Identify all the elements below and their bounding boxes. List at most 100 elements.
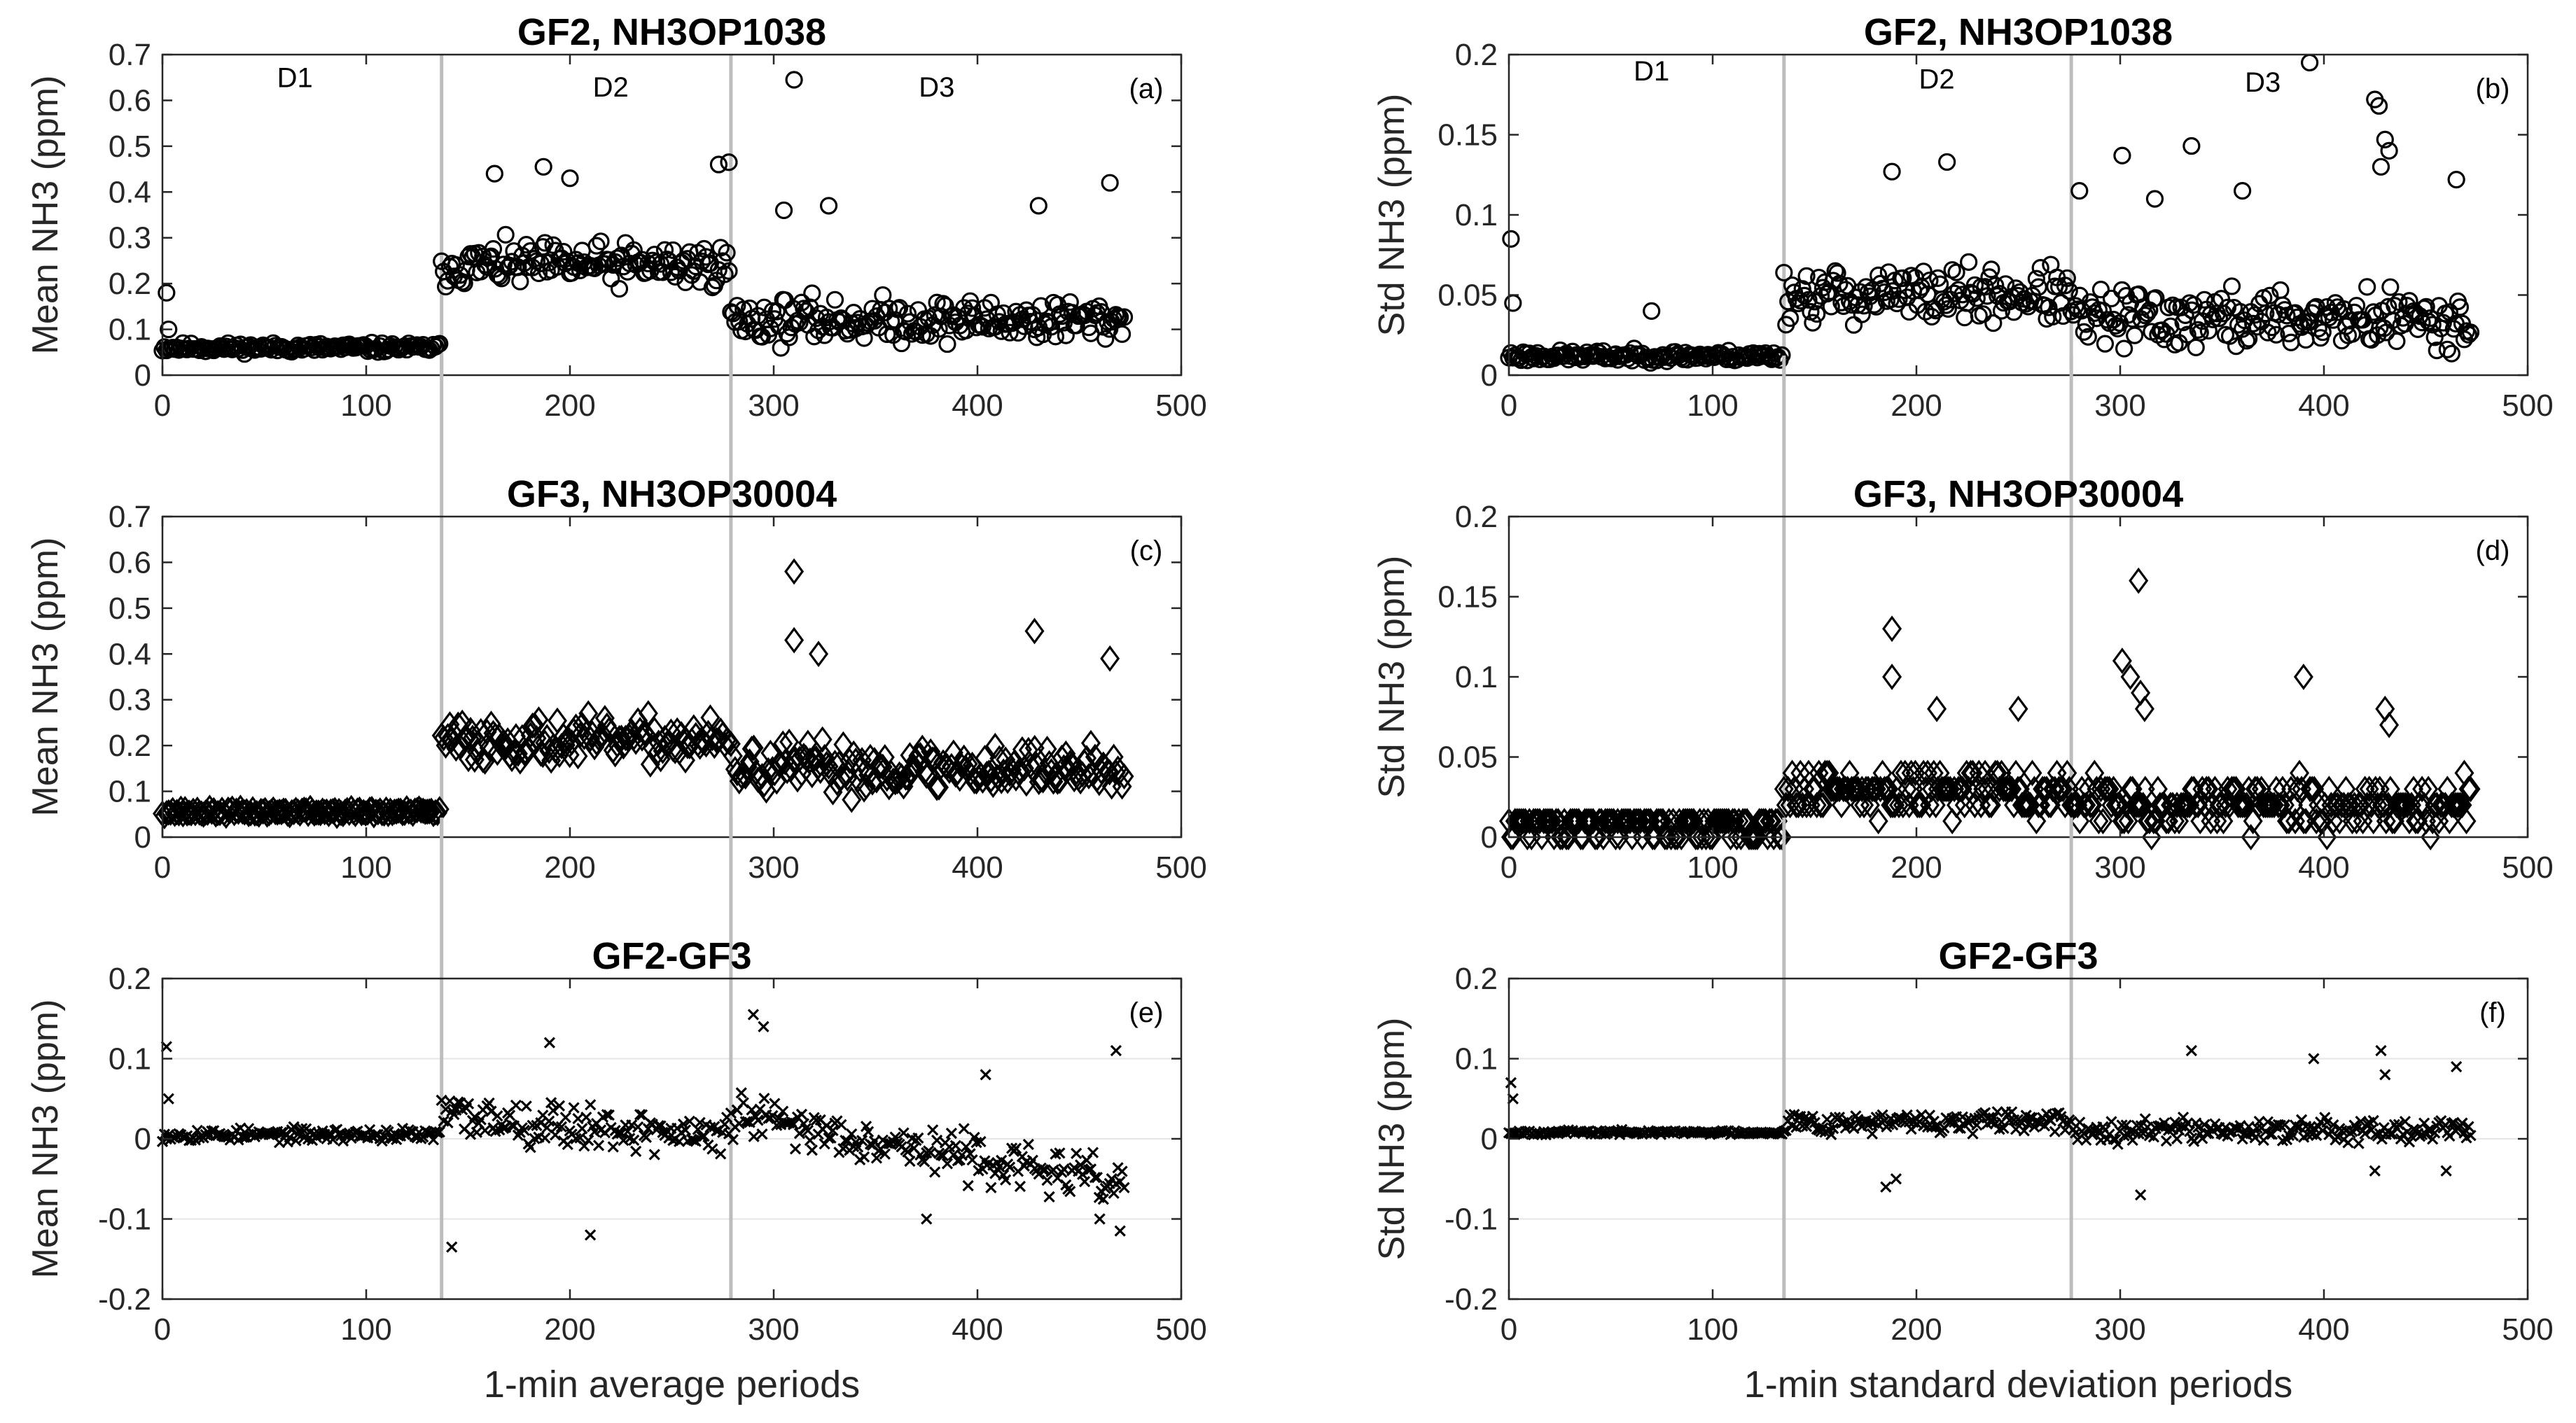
panel-b-label: (b) (2476, 73, 2510, 104)
panel-a-ytick-label: 0.7 (109, 38, 151, 72)
panel-f-data-point (1825, 1128, 1837, 1141)
panel-e-data-point (580, 1112, 592, 1123)
panel-e-data-point (634, 1109, 646, 1121)
panel-c-title: GF3, NH3OP30004 (507, 473, 837, 515)
panel-f-data-point (1809, 1116, 1820, 1128)
panel-f-ytick-label: 0.1 (1455, 1042, 1498, 1077)
panel-d-data-point (2306, 808, 2327, 834)
panel-c-data-point (522, 712, 543, 739)
panel-a-xtick-label: 400 (952, 388, 1003, 423)
panel-b-data-point (1914, 262, 1933, 281)
panel-d-data-point (2057, 759, 2077, 787)
panel-e-data-point (756, 1128, 768, 1140)
panel-c-data-point (1114, 763, 1134, 790)
panel-f-data-point (2112, 1138, 2124, 1150)
panel-d-data-point (2014, 792, 2034, 819)
panel-e-ytick-label: 0.2 (109, 962, 151, 996)
panel-e-data-point (949, 1140, 961, 1151)
panel-d-data-point (2211, 792, 2232, 819)
panel-d-data-point (2026, 808, 2047, 834)
panel-b-data-point (2259, 323, 2277, 342)
panel-d-data-point (1912, 792, 1932, 819)
panel-a-data-point (1029, 197, 1047, 215)
panel-b-data-point (2027, 269, 2045, 288)
panel-b-data-point (1502, 230, 1520, 248)
panel-b-data-point (1797, 267, 1816, 286)
panel-b-data-point (1775, 263, 1793, 282)
panel-b-data-point (1982, 260, 2000, 279)
panel-c-data-point (419, 798, 440, 825)
panel-f-data-point (2134, 1189, 2147, 1201)
panel-d-data-point (2173, 792, 2194, 819)
panel-c-data-point (806, 745, 826, 772)
panel-b-data-point (1958, 294, 1976, 312)
panel-a-data-point (555, 243, 573, 261)
panel-b-data-point (1853, 305, 1871, 323)
panel-a: 0 100 200 300 400 500 00.10.20.30.40.50.60.7 … (25, 11, 1207, 423)
panel-f-data-point (2429, 1127, 2441, 1139)
panel-b-data-point (2136, 307, 2154, 325)
panel-d-data-point (2412, 776, 2432, 803)
panel-d-data-point (2344, 792, 2365, 819)
panel-f-xticks: 0 100 200 300 400 500 (1501, 979, 2554, 1347)
panel-e-data-point (622, 1126, 634, 1137)
panel-c-xtick-label: 400 (952, 850, 1003, 885)
panel-e-data-point (802, 1125, 814, 1137)
panel-a-axes-box (161, 53, 1183, 377)
panel-f-data-point (2359, 1128, 2371, 1140)
panel-d-data-point (2460, 776, 2481, 803)
panel-d-data-point (2283, 792, 2304, 819)
panel-f-data-point (2375, 1044, 2387, 1057)
panel-d-data-point (2294, 808, 2314, 834)
panel-c-data-point (879, 773, 899, 801)
panel-d-data-point (2061, 792, 2082, 819)
panel-c-data-point (809, 640, 829, 668)
panel-d-data-point (2218, 776, 2238, 803)
panel-b-data-point (2442, 344, 2460, 363)
panel-e-data-point (683, 1115, 696, 1128)
panel-b-ytick-label: 0.05 (1437, 279, 1498, 313)
panel-c-ytick-label: 0 (134, 820, 151, 855)
panel-b-data-point (1890, 290, 1908, 308)
panel-e-data-point (902, 1146, 914, 1158)
panel-c-yticks: 0 0.1 0.2 0.3 0.4 0.5 0.6 0.7 (109, 500, 1181, 855)
panel-f-data-point (2018, 1125, 2030, 1137)
panel-c-data-point (1080, 729, 1101, 757)
panel-d-data-point (2379, 711, 2400, 738)
panel-d-data-point (2255, 792, 2276, 819)
panel-b-data-point (1760, 349, 1778, 367)
panel-a-ytick-label: 0.1 (109, 313, 151, 347)
panel-d-data-point (2101, 792, 2122, 819)
panel-f-data-point (2274, 1119, 2287, 1131)
panel-f-markers (1503, 1044, 2477, 1201)
panel-d-data-point (1778, 776, 1798, 803)
panel-c-data-point (1056, 740, 1076, 767)
panel-f-data-point (2451, 1060, 2463, 1073)
panel-d-data-point (2131, 792, 2151, 819)
panel-a-data-point (720, 262, 738, 280)
panel-c-data-point (831, 764, 851, 792)
panel-f-data-point (2440, 1165, 2452, 1177)
panel-b-data-point (2091, 281, 2110, 299)
panel-e-data-point (752, 1114, 764, 1126)
panel-e-data-point (475, 1114, 487, 1126)
panel-c-data-point (578, 700, 599, 727)
panel-b-data-point (2372, 157, 2390, 176)
panel-d-data-point (2397, 792, 2417, 819)
panel-b-data-point (2115, 339, 2133, 358)
panel-f-xtick-label: 400 (2298, 1312, 2349, 1347)
panel-f-data-point (2105, 1116, 2117, 1128)
panel-f-data-point (2131, 1119, 2143, 1132)
panel-c-data-point (767, 768, 787, 795)
panel-b-data-point (2365, 303, 2383, 321)
panel-b-data-point (1921, 271, 1939, 290)
panel-b-data-point (2075, 323, 2093, 341)
panel-e-data-point (975, 1135, 987, 1148)
panel-d-data-point (2236, 792, 2257, 819)
panel-e-yticks: -0.2 -0.1 0 0.1 0.2 (98, 962, 1181, 1317)
panel-e-data-point (543, 1037, 556, 1049)
panel-c-ytick-label: 0.4 (109, 637, 151, 671)
panel-e-data-point (704, 1121, 716, 1133)
panel-e-data-point (806, 1144, 818, 1156)
panel-f-xtick-label: 100 (1687, 1312, 1738, 1347)
